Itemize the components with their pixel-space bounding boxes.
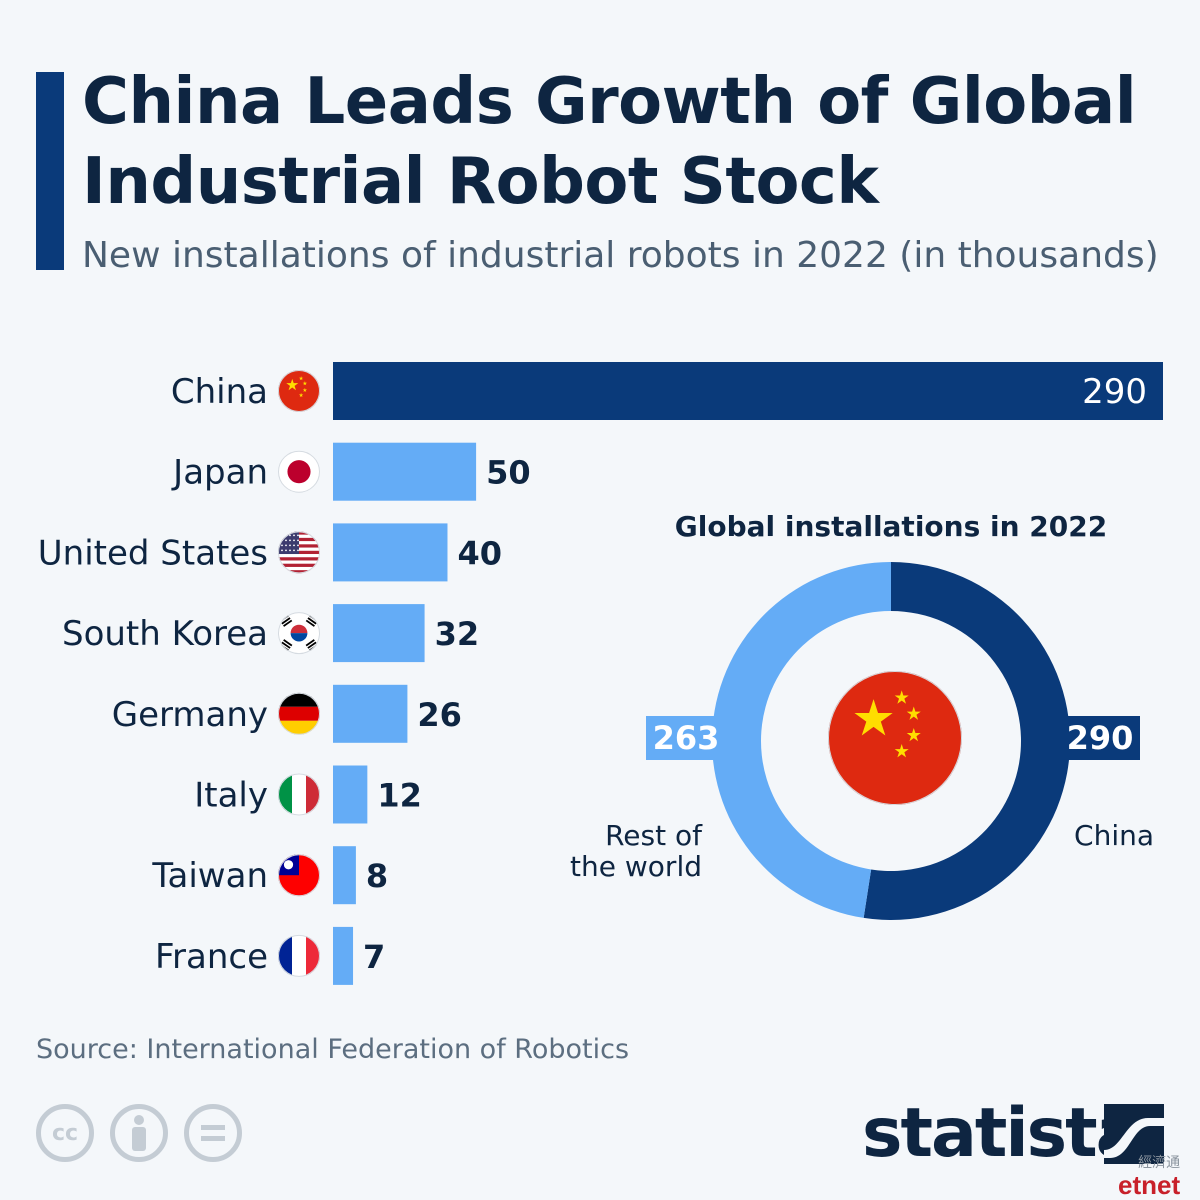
- south-korea-flag-icon: [278, 612, 320, 655]
- bar-china: [333, 362, 1163, 420]
- page-title: China Leads Growth of Global Industrial …: [82, 65, 1137, 219]
- category-label: South Korea: [62, 614, 268, 654]
- donut-slice-china: [863, 562, 1070, 920]
- france-flag-icon: [278, 934, 320, 977]
- taiwan-flag-icon: [278, 854, 320, 897]
- china-slice-label: China: [1074, 819, 1154, 852]
- china-value: 290: [1067, 719, 1134, 757]
- value-label: 7: [363, 938, 385, 976]
- watermark-en: etnet: [1118, 1170, 1181, 1200]
- china-value-box: [1060, 716, 1140, 760]
- rest-value: 263: [653, 719, 720, 757]
- bar-united-states: [333, 523, 448, 582]
- bar-germany: [333, 684, 408, 743]
- statista-logo-icon: [1104, 1104, 1164, 1164]
- license-icons: cc: [36, 1104, 242, 1162]
- value-label: 26: [417, 696, 462, 734]
- page-subtitle: New installations of industrial robots i…: [82, 235, 1159, 276]
- bar-france: [333, 926, 354, 985]
- rest-value-box: [646, 716, 726, 760]
- category-label: China: [171, 372, 268, 412]
- attribution-icon: [110, 1104, 168, 1162]
- value-label: 40: [457, 534, 502, 572]
- donut-slice-rest-of-the-world: [711, 562, 891, 918]
- donut-chart: Global installations in 2022 290 263 China R…: [570, 510, 1154, 920]
- value-label: 50: [486, 454, 531, 492]
- no-derivatives-icon: [184, 1104, 242, 1162]
- rest-slice-label: Rest of the world: [570, 819, 703, 883]
- value-label: 12: [377, 777, 422, 815]
- donut-title: Global installations in 2022: [675, 510, 1107, 543]
- value-label: 32: [435, 615, 480, 653]
- usa-flag-icon: [278, 531, 320, 574]
- bar-japan: [333, 442, 477, 501]
- category-label: United States: [38, 533, 268, 573]
- creative-commons-icon: cc: [36, 1104, 94, 1162]
- category-label: Japan: [171, 453, 268, 493]
- category-label: France: [155, 937, 268, 977]
- bar-italy: [333, 765, 368, 824]
- china-flag-icon: [828, 671, 962, 805]
- bar-south-korea: [333, 604, 425, 663]
- germany-flag-icon: [278, 692, 320, 735]
- watermark: 經濟通 etnet: [1118, 1152, 1180, 1198]
- japan-flag-icon: [278, 450, 320, 493]
- category-label: Taiwan: [151, 856, 268, 896]
- china-flag-icon: [278, 370, 320, 412]
- italy-flag-icon: [278, 773, 320, 816]
- category-label: Italy: [194, 776, 268, 816]
- value-label: 8: [366, 857, 388, 895]
- title-accent-bar: [36, 72, 64, 270]
- source-note: Source: International Federation of Robo…: [36, 1034, 630, 1065]
- bar-chart: China 290 Japan 50 United States 40 South Kore…: [38, 362, 1163, 985]
- category-label: Germany: [112, 695, 268, 735]
- statista-logo-text: statista: [862, 1094, 1142, 1173]
- bar-taiwan: [333, 846, 356, 905]
- watermark-cn: 經濟通: [1138, 1155, 1181, 1171]
- value-label: 290: [1082, 372, 1147, 412]
